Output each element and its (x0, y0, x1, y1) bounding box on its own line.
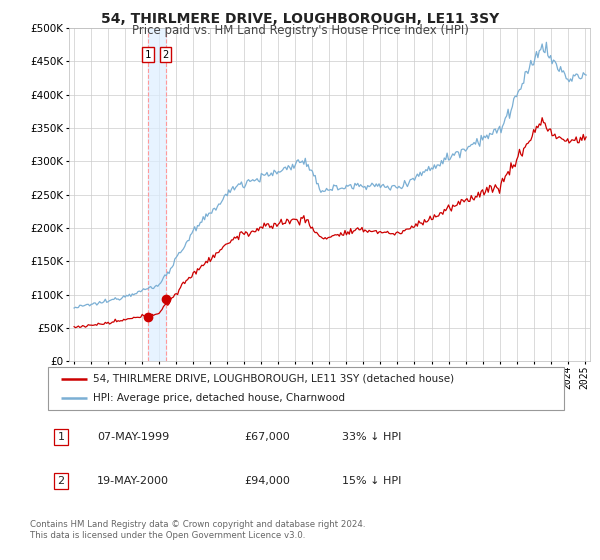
Text: 2: 2 (58, 476, 64, 486)
Text: £67,000: £67,000 (244, 432, 290, 442)
Text: 07-MAY-1999: 07-MAY-1999 (97, 432, 169, 442)
Text: Price paid vs. HM Land Registry's House Price Index (HPI): Price paid vs. HM Land Registry's House … (131, 24, 469, 37)
Text: Contains HM Land Registry data © Crown copyright and database right 2024.
This d: Contains HM Land Registry data © Crown c… (30, 520, 365, 540)
Text: 1: 1 (58, 432, 64, 442)
Text: 2: 2 (163, 50, 169, 60)
Text: 33% ↓ HPI: 33% ↓ HPI (342, 432, 401, 442)
Text: 54, THIRLMERE DRIVE, LOUGHBOROUGH, LE11 3SY: 54, THIRLMERE DRIVE, LOUGHBOROUGH, LE11 … (101, 12, 499, 26)
Text: HPI: Average price, detached house, Charnwood: HPI: Average price, detached house, Char… (94, 394, 346, 403)
Text: 1: 1 (145, 50, 151, 60)
Text: £94,000: £94,000 (244, 476, 290, 486)
Text: 15% ↓ HPI: 15% ↓ HPI (342, 476, 401, 486)
Bar (148, 28, 166, 361)
Text: 54, THIRLMERE DRIVE, LOUGHBOROUGH, LE11 3SY (detached house): 54, THIRLMERE DRIVE, LOUGHBOROUGH, LE11 … (94, 374, 455, 384)
Text: 19-MAY-2000: 19-MAY-2000 (97, 476, 169, 486)
